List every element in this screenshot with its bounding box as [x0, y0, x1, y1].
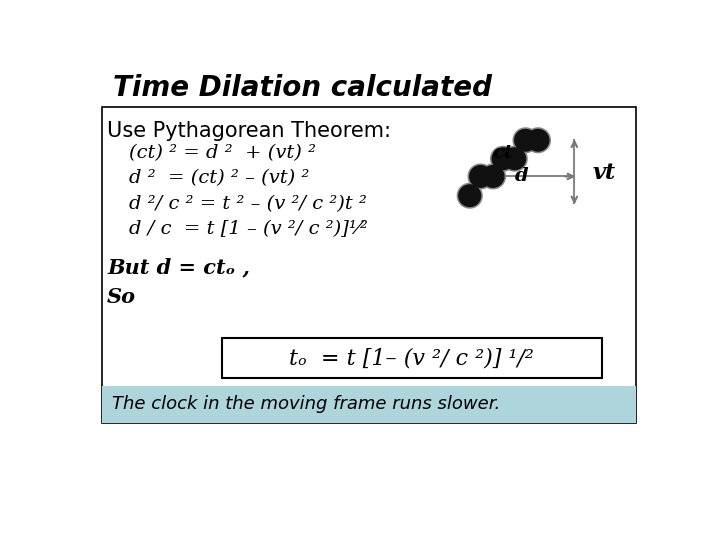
Text: Time Dilation calculated: Time Dilation calculated — [113, 74, 492, 102]
Text: But d = ctₒ ,: But d = ctₒ , — [107, 257, 250, 278]
Circle shape — [527, 130, 549, 151]
Circle shape — [504, 148, 526, 170]
Circle shape — [469, 166, 492, 187]
Circle shape — [515, 130, 536, 151]
Text: tₒ  = t [1– (v ²/ c ²)] ¹/²: tₒ = t [1– (v ²/ c ²)] ¹/² — [289, 347, 534, 369]
Text: vt: vt — [593, 161, 616, 184]
Circle shape — [526, 128, 550, 153]
Text: ct: ct — [492, 144, 513, 163]
Text: d ²  = (ct) ² – (vt) ²: d ² = (ct) ² – (vt) ² — [129, 170, 309, 187]
Text: d: d — [515, 167, 528, 185]
Circle shape — [503, 146, 527, 171]
Circle shape — [482, 166, 504, 187]
Circle shape — [468, 164, 493, 189]
Text: d / c  = t [1 – (v ²/ c ²)]¹⁄²: d / c = t [1 – (v ²/ c ²)]¹⁄² — [129, 220, 368, 238]
FancyBboxPatch shape — [102, 386, 636, 423]
Text: (ct) ² = d ²  + (vt) ²: (ct) ² = d ² + (vt) ² — [129, 144, 316, 162]
Circle shape — [459, 185, 481, 206]
Circle shape — [492, 148, 514, 170]
Circle shape — [481, 164, 505, 189]
FancyBboxPatch shape — [102, 107, 636, 423]
FancyBboxPatch shape — [222, 338, 601, 378]
Circle shape — [457, 184, 482, 208]
Text: d ²/ c ² = t ² – (v ²/ c ²)t ²: d ²/ c ² = t ² – (v ²/ c ²)t ² — [129, 195, 366, 213]
Text: The clock in the moving frame runs slower.: The clock in the moving frame runs slowe… — [112, 395, 500, 414]
Text: Use Pythagorean Theorem:: Use Pythagorean Theorem: — [107, 121, 391, 141]
Circle shape — [490, 146, 516, 171]
Circle shape — [513, 128, 538, 153]
Text: So: So — [107, 287, 136, 307]
